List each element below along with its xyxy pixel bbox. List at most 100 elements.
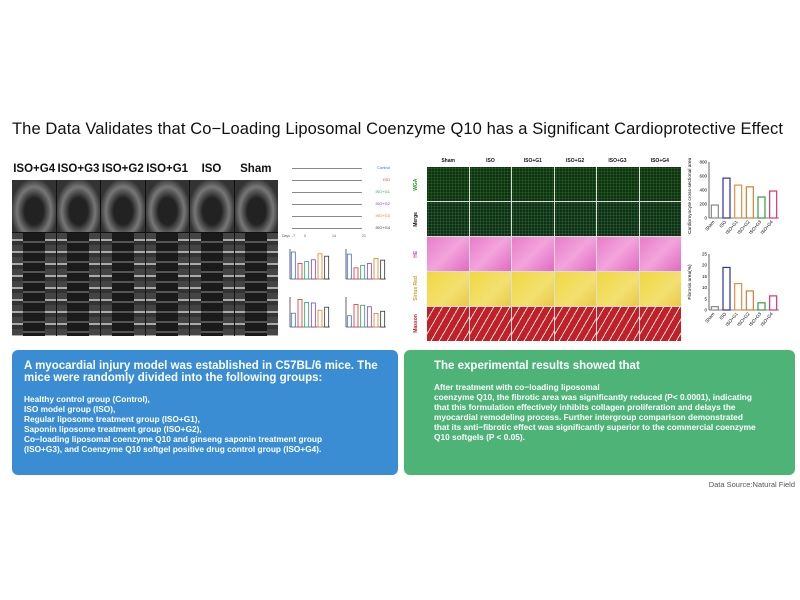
- histology-image: [512, 307, 554, 341]
- echo-label: ISO+G1: [146, 163, 189, 175]
- y-tick-label: 10: [702, 285, 708, 290]
- bar: [710, 204, 719, 219]
- x-tick-label: ISO: [718, 311, 727, 321]
- echo-image: [234, 180, 278, 336]
- bar: [380, 259, 386, 280]
- results-text: After treatment with co−loading liposoma…: [434, 382, 756, 442]
- timeline-group-label: Control: [377, 165, 390, 170]
- y-tick-label: 0: [704, 216, 707, 221]
- histology-image: [512, 202, 554, 236]
- histology-column-label: ISO: [486, 158, 495, 164]
- bar: [346, 315, 352, 328]
- echo-label: ISO+G4: [13, 163, 56, 175]
- histology-column-labels: Sham ISO ISO+G1 ISO+G2 ISO+G3 ISO+G4: [427, 158, 681, 167]
- bar: [734, 282, 743, 311]
- echo-image: [12, 180, 56, 336]
- day-tick: 14: [332, 234, 336, 238]
- y-axis-label: Fibrosis area(%): [687, 264, 693, 300]
- timeline-row: Control: [282, 162, 390, 174]
- timeline-row: ISO: [282, 174, 390, 186]
- bar: [366, 263, 372, 280]
- bar: [353, 267, 359, 280]
- day-tick: 21: [362, 234, 366, 238]
- bar: [757, 302, 766, 311]
- histology-row-label: HE: [413, 250, 419, 258]
- histology-image: [639, 307, 681, 341]
- day-tick: -7: [292, 234, 296, 238]
- histology-image: [597, 202, 639, 236]
- histology-image: [554, 202, 596, 236]
- timeline-and-function-charts: Control ISO ISO+G1 ISO+G2 ISO+G3 ISO+G4 Days -7…: [282, 158, 390, 338]
- bar: [360, 264, 366, 280]
- y-axis-label: Cardiomyocyte cross-sectional area(μm²): [687, 158, 693, 234]
- cross-sectional-area-chart: Sham ISOISO+G1ISO+G2ISO+G3ISO+G4020040060…: [687, 158, 779, 235]
- echo-image: [56, 180, 100, 336]
- mini-function-chart: [289, 297, 330, 328]
- histology-image: [639, 272, 681, 306]
- data-source: Data Source:Natural Field: [708, 480, 795, 489]
- bar: [346, 253, 352, 280]
- timeline-row: ISO+G4: [282, 222, 390, 234]
- timeline-group-label: ISO+G2: [375, 201, 390, 206]
- timeline-group-label: ISO+G1: [375, 189, 390, 194]
- timeline-row: ISO+G3: [282, 210, 390, 222]
- results-heading: The experimental results showed that: [434, 360, 640, 372]
- y-tick-label: 400: [699, 188, 707, 193]
- bar: [710, 306, 719, 311]
- histology-image: [512, 167, 554, 201]
- study-design-box: A myocardial injury model was establishe…: [12, 350, 398, 475]
- day-tick: Days: [282, 234, 290, 238]
- y-tick-label: 5: [704, 296, 707, 301]
- y-tick-label: 0: [704, 308, 707, 313]
- echo-image: [190, 180, 234, 336]
- histology-image: [597, 167, 639, 201]
- mini-function-chart: [345, 249, 386, 280]
- bar: [304, 261, 310, 280]
- fibrosis-area-chart: Sham ISOISO+G1ISO+G2ISO+G3ISO+G4051015202…: [687, 252, 779, 327]
- bar: [757, 196, 766, 219]
- bar: [317, 309, 323, 328]
- bar: [360, 304, 366, 328]
- bar: [722, 177, 731, 219]
- histology-image: [639, 202, 681, 236]
- study-design-groups: Healthy control group (Control), ISO mod…: [24, 394, 323, 454]
- histology-row-labels: WGA Merge HE Sirius Red Masson: [413, 167, 427, 341]
- echo-image: [145, 180, 189, 336]
- histology-image: [427, 202, 469, 236]
- histology-row-label: Sirius Red: [413, 276, 419, 302]
- echo-label: ISO+G3: [57, 163, 100, 175]
- echo-label: Sham: [240, 163, 272, 175]
- bar: [297, 262, 303, 280]
- histology-row-label: Merge: [413, 211, 419, 227]
- histology-image: [512, 272, 554, 306]
- histology-image: [427, 237, 469, 271]
- histology-image: [469, 202, 511, 236]
- x-tick-label: ISO+G4: [760, 311, 775, 327]
- bar: [745, 290, 754, 311]
- histology-image: [512, 237, 554, 271]
- bar: [769, 295, 778, 311]
- histology-column-label: ISO+G3: [608, 158, 627, 164]
- quantification-charts: Sham ISO ISO+G1 ISO+G2 ISO+G3 ISO+G4 0 200 400 60…: [683, 158, 795, 343]
- bar: [310, 302, 316, 328]
- histology-image: [554, 272, 596, 306]
- bar: [353, 304, 359, 328]
- results-box: The experimental results showed that Aft…: [404, 350, 795, 475]
- bar: [373, 258, 379, 280]
- timeline-group-label: ISO+G3: [375, 213, 390, 218]
- bar: [722, 266, 731, 311]
- echo-label: ISO+G2: [101, 163, 144, 175]
- treatment-timeline: Control ISO ISO+G1 ISO+G2 ISO+G3 ISO+G4 Days -7…: [282, 158, 390, 242]
- study-design-heading: A myocardial injury model was establishe…: [24, 360, 378, 384]
- bar: [290, 251, 296, 280]
- bar: [745, 186, 754, 219]
- histology-column-label: ISO+G4: [650, 158, 669, 164]
- histology-row-label: Masson: [413, 314, 419, 333]
- bar: [324, 306, 330, 328]
- bar: [734, 184, 743, 219]
- timeline-group-label: ISO+G4: [375, 225, 390, 230]
- echo-images: [12, 180, 278, 336]
- x-tick-label: ISO+G4: [760, 219, 775, 235]
- histology-column-label: ISO+G1: [523, 158, 542, 164]
- bar: [310, 259, 316, 280]
